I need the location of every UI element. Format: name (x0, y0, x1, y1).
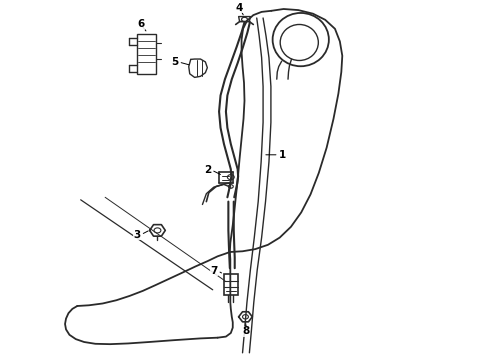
Text: 2: 2 (203, 165, 211, 175)
Text: 8: 8 (242, 326, 249, 336)
Text: 5: 5 (171, 57, 178, 67)
Text: 7: 7 (210, 266, 217, 276)
Text: 3: 3 (133, 230, 141, 240)
Text: 4: 4 (235, 3, 243, 13)
Text: 6: 6 (137, 19, 144, 30)
Bar (137, 34, 156, 74)
Bar (224, 274, 237, 295)
Text: 1: 1 (278, 150, 285, 160)
